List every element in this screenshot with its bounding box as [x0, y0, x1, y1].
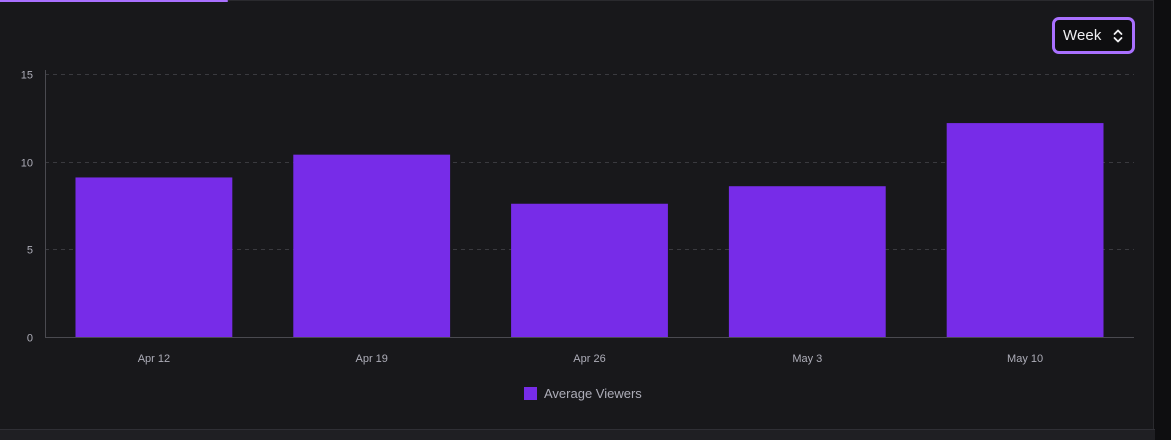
legend: Average Viewers	[524, 386, 642, 401]
scrollbar-gutter	[1155, 0, 1171, 440]
axes	[45, 70, 1134, 338]
y-tick-labels: 0 5 10 15	[21, 70, 33, 345]
bars	[75, 123, 1104, 338]
x-tick-label: May 3	[792, 353, 822, 365]
average-viewers-chart: 0 5 10 15 Apr 12 Apr 19 Apr 26 May 3 May 10 Ave…	[21, 70, 1134, 401]
bar[interactable]	[511, 203, 668, 337]
bar[interactable]	[728, 186, 886, 337]
y-tick-label: 0	[27, 333, 33, 345]
active-tab-indicator	[0, 0, 228, 2]
range-select[interactable]: Week	[1052, 17, 1135, 54]
bar[interactable]	[75, 177, 233, 337]
legend-swatch	[524, 387, 537, 400]
x-tick-label: Apr 19	[355, 353, 387, 365]
chevron-up-down-icon	[1113, 29, 1123, 43]
legend-label: Average Viewers	[544, 386, 642, 401]
y-tick-label: 15	[21, 70, 33, 82]
x-tick-label: Apr 26	[573, 353, 605, 365]
x-tick-labels: Apr 12 Apr 19 Apr 26 May 3 May 10	[138, 353, 1043, 365]
x-tick-label: May 10	[1007, 353, 1043, 365]
y-tick-label: 5	[27, 245, 33, 257]
bar[interactable]	[946, 123, 1104, 338]
y-tick-label: 10	[21, 158, 33, 170]
bar[interactable]	[293, 154, 451, 337]
x-tick-label: Apr 12	[138, 353, 170, 365]
range-select-value: Week	[1063, 27, 1102, 44]
panel-footer	[0, 429, 1155, 440]
